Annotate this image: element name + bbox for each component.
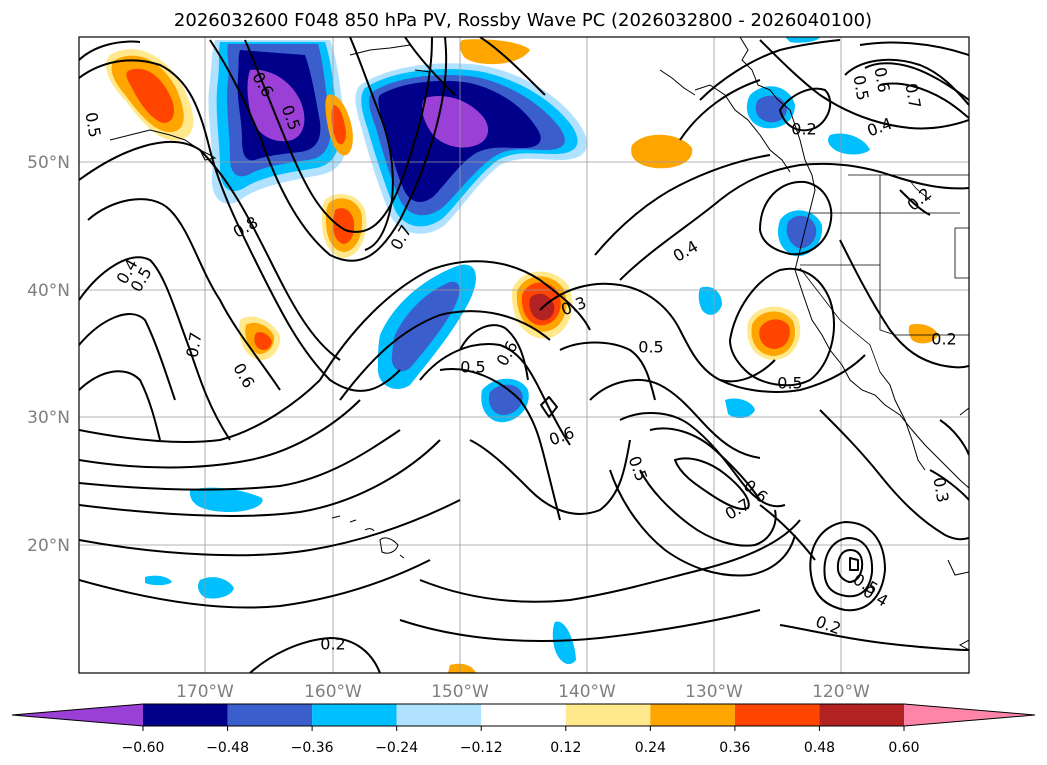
colorbar-tick-label: 0.12: [550, 740, 581, 756]
colorbar-tick-label: −0.48: [206, 740, 249, 756]
colorbar-segment: [312, 704, 397, 726]
contour-label: 0.5: [777, 374, 802, 393]
negative-anomaly: [786, 215, 817, 249]
colorbar-tick-label: −0.24: [375, 740, 418, 756]
contour-label: 0.7: [182, 331, 205, 359]
contour-label: 0.5: [849, 74, 872, 102]
positive-anomaly: [631, 134, 693, 169]
lat-label: 30°N: [27, 408, 70, 428]
colorbar-low-extend: [12, 704, 143, 726]
map-frame: [78, 36, 970, 674]
colorbar-tick-label: 0.48: [804, 740, 835, 756]
contour-label: 0.5: [460, 358, 485, 377]
latitude-axis: 50°N 40°N 30°N 20°N: [27, 153, 70, 556]
political-borders: [799, 174, 969, 373]
negative-anomaly: [198, 577, 234, 599]
lat-label: 50°N: [27, 153, 70, 173]
positive-anomaly: [126, 68, 175, 123]
positive-anomaly: [331, 105, 346, 145]
colorbar-segment: [396, 704, 482, 726]
map-title: 2026032600 F048 850 hPa PV, Rossby Wave …: [174, 10, 872, 31]
longitude-axis: 170°W 160°W 150°W 140°W 130°W 120°W: [176, 682, 870, 702]
colorbar-tick-label: 0.60: [888, 740, 919, 756]
negative-anomaly: [247, 69, 305, 142]
contour-label: 0.5: [638, 338, 663, 357]
contour-label: 0.2: [931, 330, 956, 349]
colorbar-tick-label: 0.24: [635, 740, 666, 756]
negative-anomaly: [552, 621, 576, 665]
positive-anomaly: [759, 319, 790, 349]
negative-anomaly: [785, 37, 820, 43]
negative-anomaly: [698, 286, 722, 315]
positive-anomaly: [254, 332, 272, 350]
lon-label: 130°W: [685, 682, 743, 702]
positive-anomaly: [459, 39, 530, 65]
contour-label: 0.5: [81, 111, 104, 139]
negative-anomaly: [189, 487, 263, 512]
lat-label: 40°N: [27, 281, 70, 301]
colorbar-segment: [734, 704, 820, 726]
lon-label: 120°W: [812, 682, 870, 702]
contour-label: 0.2: [320, 635, 345, 654]
contour-label: 0.2: [791, 120, 816, 139]
colorbar-segment: [481, 704, 566, 726]
positive-anomaly: [908, 324, 938, 344]
colorbar-segment: [227, 704, 313, 726]
colorbar-segment: [565, 704, 651, 726]
contour-label: 0.6: [870, 66, 893, 94]
negative-anomaly: [827, 133, 870, 155]
pv-contours: [79, 37, 969, 673]
negative-anomaly: [391, 281, 460, 372]
contour-label: 0.7: [901, 82, 924, 110]
colorbar-high-extend: [904, 704, 1035, 726]
positive-anomaly: [332, 208, 355, 244]
lon-label: 170°W: [176, 682, 234, 702]
contour-label: 0.3: [929, 476, 952, 504]
colorbar-tick-label: −0.36: [291, 740, 334, 756]
positive-anomaly: [448, 663, 476, 673]
colorbar: −0.60 −0.48 −0.36 −0.24 −0.12 0.12 0.24 0.36 0.4…: [11, 703, 1036, 756]
negative-anomaly: [725, 398, 755, 419]
negative-anomaly: [755, 95, 787, 123]
lon-label: 160°W: [304, 682, 362, 702]
coastlines: [109, 37, 969, 651]
colorbar-segment: [650, 704, 735, 726]
negative-anomaly: [488, 384, 523, 416]
lon-label: 150°W: [431, 682, 489, 702]
colorbar-segment: [819, 704, 904, 726]
colorbar-segment: [143, 704, 228, 726]
negative-anomaly: [421, 96, 489, 148]
colorbar-tick-label: −0.12: [460, 740, 503, 756]
colorbar-tick-label: 0.36: [719, 740, 750, 756]
colorbar-tick-label: −0.60: [122, 740, 165, 756]
lon-label: 140°W: [558, 682, 616, 702]
lat-label: 20°N: [27, 536, 70, 556]
negative-anomaly: [145, 575, 172, 586]
